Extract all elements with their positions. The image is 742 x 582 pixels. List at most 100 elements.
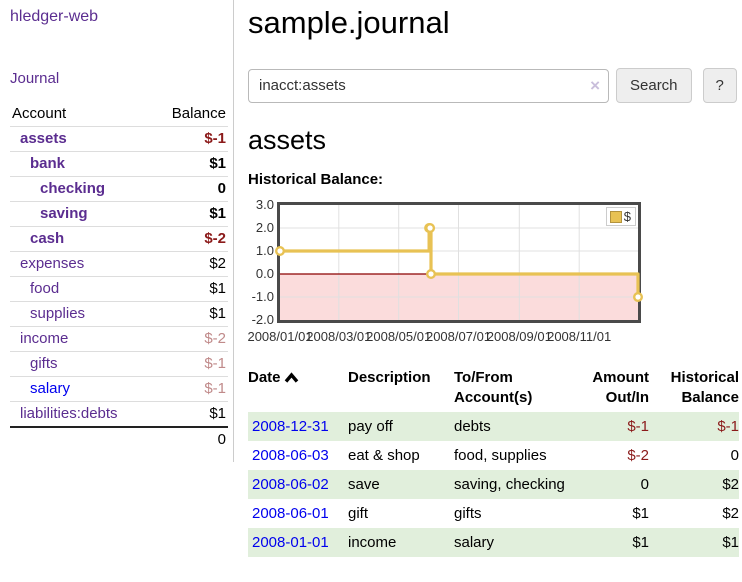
help-button[interactable]: ? <box>702 68 737 103</box>
search-button[interactable]: Search <box>616 68 692 103</box>
page-title: sample.journal <box>248 5 450 40</box>
register-amount: $-2 <box>627 447 649 464</box>
account-link-supplies[interactable]: supplies <box>30 305 86 322</box>
register-balance: 0 <box>730 447 739 464</box>
table-row: 2008-01-01 income salary $1 $1 <box>248 528 739 557</box>
y-axis-tick-label: 3.0 <box>255 197 274 212</box>
register-date-link[interactable]: 2008-06-03 <box>252 447 329 464</box>
account-row: saving $1 <box>10 201 228 227</box>
account-link-bank[interactable]: bank <box>30 155 66 172</box>
register-accounts: gifts <box>454 505 482 522</box>
account-link-checking[interactable]: checking <box>40 180 106 197</box>
app-title-link[interactable]: hledger-web <box>10 8 99 25</box>
register-balance: $2 <box>722 476 739 493</box>
table-row: 2008-06-03 eat & shop food, supplies $-2 0 <box>248 441 739 470</box>
account-link-saving[interactable]: saving <box>40 205 88 222</box>
register-description: income <box>348 534 397 551</box>
account-link-food[interactable]: food <box>30 280 60 297</box>
chart-canvas <box>275 205 644 320</box>
accounts-header-balance: Balance <box>152 101 228 127</box>
register-date-link[interactable]: 2008-12-31 <box>252 418 329 435</box>
x-axis-tick-label: 2008/01/01 <box>247 329 313 344</box>
account-balance: $1 <box>209 155 226 172</box>
clear-search-icon[interactable]: × <box>590 75 600 95</box>
account-heading: assets <box>248 125 327 155</box>
account-link-liabilities-debts[interactable]: liabilities:debts <box>20 405 118 422</box>
register-date-link[interactable]: 2008-06-01 <box>252 505 329 522</box>
search-form: × Search ? <box>248 68 739 103</box>
register-accounts: food, supplies <box>454 447 547 464</box>
register-description: pay off <box>348 418 393 435</box>
account-balance: $1 <box>209 205 226 222</box>
table-row: 2008-12-31 pay off debts $-1 $-1 <box>248 412 739 441</box>
register-accounts: salary <box>454 534 495 551</box>
account-row: gifts $-1 <box>10 351 228 377</box>
account-balance: $1 <box>209 280 226 297</box>
sidebar: hledger-web Journal Account Balance asse… <box>0 0 234 462</box>
y-axis-tick-label: 0.0 <box>255 266 274 281</box>
account-link-expenses[interactable]: expenses <box>20 255 85 272</box>
register-header-amount: Amount Out/In <box>592 369 649 406</box>
account-row: income $-2 <box>10 326 228 352</box>
x-axis-tick-label: 2008/05/01 <box>366 329 432 344</box>
account-link-gifts[interactable]: gifts <box>30 355 58 372</box>
x-axis-tick-label: 2008/09/01 <box>486 329 552 344</box>
account-link-cash[interactable]: cash <box>30 230 65 247</box>
account-row: bank $1 <box>10 151 228 177</box>
y-axis-tick-label: 1.0 <box>255 243 274 258</box>
account-link-salary[interactable]: salary <box>30 380 71 397</box>
y-axis-tick-label: -2.0 <box>251 312 274 327</box>
account-link-assets[interactable]: assets <box>20 130 67 147</box>
historical-balance-chart: 3.0 2.0 1.0 0.0 -1.0 -2.0 $ 2008/01/01 2008/03… <box>247 197 648 350</box>
chart-legend: $ <box>605 207 636 226</box>
account-balance: $-1 <box>204 380 226 397</box>
register-balance: $2 <box>722 505 739 522</box>
register-amount: $1 <box>632 505 649 522</box>
account-row: checking 0 <box>10 176 228 202</box>
x-axis-tick-label: 2008/11/01 <box>547 329 612 344</box>
account-row: cash $-2 <box>10 226 228 252</box>
register-header-balance: Historical Balance <box>670 369 739 406</box>
account-balance: $1 <box>209 305 226 322</box>
plot-area: $ <box>275 202 644 323</box>
register-description: gift <box>348 505 369 522</box>
account-row: supplies $1 <box>10 301 228 327</box>
journal-link[interactable]: Journal <box>10 70 60 87</box>
register-amount: $1 <box>632 534 649 551</box>
y-axis-tick-label: 2.0 <box>255 220 274 235</box>
x-axis-tick-label: 2008/03/01 <box>306 329 372 344</box>
sort-ascending-icon <box>284 372 298 383</box>
accounts-table: Account Balance assets $-1 bank $1 checking 0… <box>10 101 228 452</box>
table-row: 2008-06-01 gift gifts $1 $2 <box>248 499 739 528</box>
search-input[interactable] <box>248 68 609 103</box>
register-balance: $1 <box>722 534 739 551</box>
register-date-link[interactable]: 2008-01-01 <box>252 534 329 551</box>
register-header-date[interactable]: Date <box>248 366 348 412</box>
register-balance: $-1 <box>717 418 739 435</box>
accounts-total-balance: 0 <box>152 426 228 452</box>
register-accounts: debts <box>454 418 491 435</box>
account-row: food $1 <box>10 276 228 302</box>
legend-series-label: $ <box>623 209 631 224</box>
register-date-link[interactable]: 2008-06-02 <box>252 476 329 493</box>
accounts-total-row: 0 <box>10 426 228 452</box>
y-axis-tick-label: -1.0 <box>251 289 274 304</box>
account-balance: $-1 <box>204 130 226 147</box>
chart-title: Historical Balance: <box>248 171 384 188</box>
account-balance: $2 <box>209 255 226 272</box>
account-balance: $1 <box>209 405 226 422</box>
register-header-accounts: To/From Account(s) <box>454 369 533 406</box>
register-header-description: Description <box>348 369 431 386</box>
account-balance: $-2 <box>204 330 226 347</box>
account-link-income[interactable]: income <box>20 330 69 347</box>
account-row: assets $-1 <box>10 127 228 152</box>
account-balance: $-1 <box>204 355 226 372</box>
register-accounts: saving, checking <box>454 476 565 493</box>
register-description: save <box>348 476 380 493</box>
register-amount: $-1 <box>627 418 649 435</box>
account-row: salary $-1 <box>10 376 228 402</box>
account-balance: $-2 <box>204 230 226 247</box>
register-amount: 0 <box>640 476 649 493</box>
account-balance: 0 <box>217 180 226 197</box>
